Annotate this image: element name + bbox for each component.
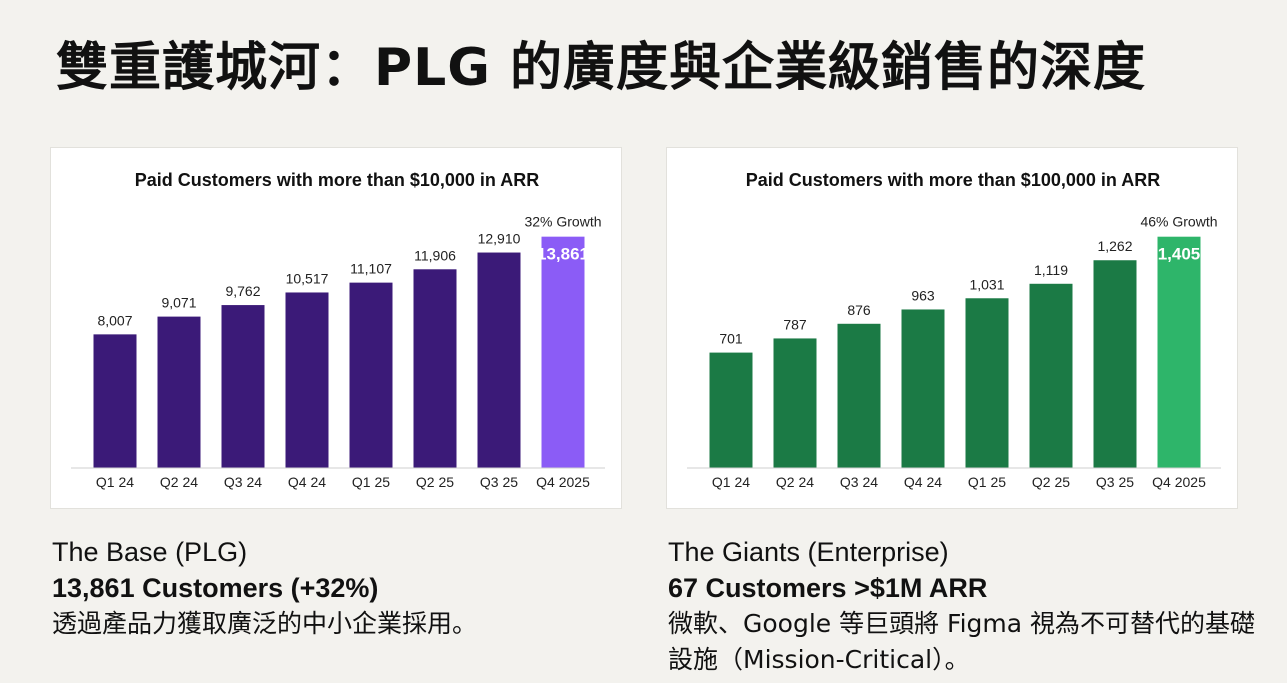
chart-title: Paid Customers with more than $100,000 i… [746,170,1160,190]
bar [285,292,329,468]
data-label: 787 [783,316,807,332]
chart-card-base: Paid Customers with more than $10,000 in… [50,147,622,509]
data-label: 876 [847,302,871,318]
x-tick-label: Q2 25 [1032,474,1070,490]
x-tick-label: Q2 24 [160,474,198,490]
chart-card-giants: Paid Customers with more than $100,000 i… [666,147,1238,509]
data-label: 10,517 [286,270,329,286]
data-label: 1,262 [1097,238,1132,254]
bar [773,338,817,468]
bar [901,309,945,468]
x-tick-label: Q3 25 [480,474,518,490]
caption-title: The Giants (Enterprise) [668,537,949,567]
bar [477,252,521,468]
data-label: 9,071 [161,295,196,311]
x-tick-label: Q4 24 [288,474,326,490]
x-tick-label: Q1 25 [352,474,390,490]
data-label: 9,762 [225,283,260,299]
data-label: 8,007 [97,312,132,328]
x-tick-label: Q3 24 [840,474,878,490]
caption-base: The Base (PLG) 13,861 Customers (+32%) 透… [52,534,652,642]
bar [837,323,881,468]
x-tick-label: Q4 24 [904,474,942,490]
page-title: 雙重護城河：PLG 的廣度與企業級銷售的深度 [56,38,1147,98]
x-tick-label: Q4 2025 [1152,474,1206,490]
data-label: 12,910 [478,231,521,247]
bar-chart-10k-arr: Paid Customers with more than $10,000 in… [71,170,605,490]
x-tick-label: Q2 25 [416,474,454,490]
growth-annotation: 46% Growth [1140,214,1217,230]
bar-chart-100k-arr: Paid Customers with more than $100,000 i… [687,170,1221,490]
x-tick-label: Q4 2025 [536,474,590,490]
x-tick-label: Q1 24 [712,474,750,490]
x-tick-label: Q1 25 [968,474,1006,490]
caption-giants: The Giants (Enterprise) 67 Customers >$1… [668,534,1258,678]
data-label: 1,405 [1158,245,1201,264]
caption-description: 透過產品力獲取廣泛的中小企業採用。 [52,609,478,638]
bar [221,305,265,468]
data-label: 1,031 [969,276,1004,292]
caption-description: 微軟、Google 等巨頭將 Figma 視為不可替代的基礎設施（Mission… [668,609,1256,674]
bar [965,298,1009,468]
data-label: 701 [719,331,743,347]
data-label: 13,861 [537,245,589,264]
data-label: 963 [911,287,935,303]
data-label: 11,906 [414,247,456,263]
bar [157,316,201,468]
data-label: 1,119 [1034,262,1068,278]
bar [413,269,457,468]
caption-stat: 13,861 Customers (+32%) [52,573,379,603]
x-tick-label: Q3 24 [224,474,262,490]
bar [709,352,753,468]
x-tick-label: Q1 24 [96,474,134,490]
x-tick-label: Q2 24 [776,474,814,490]
data-label: 11,107 [350,261,392,277]
bar [541,236,585,468]
bar [93,334,137,468]
chart-title: Paid Customers with more than $10,000 in… [135,170,539,190]
bar [349,282,393,468]
caption-stat: 67 Customers >$1M ARR [668,573,988,603]
growth-annotation: 32% Growth [524,214,601,230]
x-tick-label: Q3 25 [1096,474,1134,490]
bar [1093,260,1137,468]
bar [1157,236,1201,468]
bar [1029,283,1073,468]
caption-title: The Base (PLG) [52,537,248,567]
